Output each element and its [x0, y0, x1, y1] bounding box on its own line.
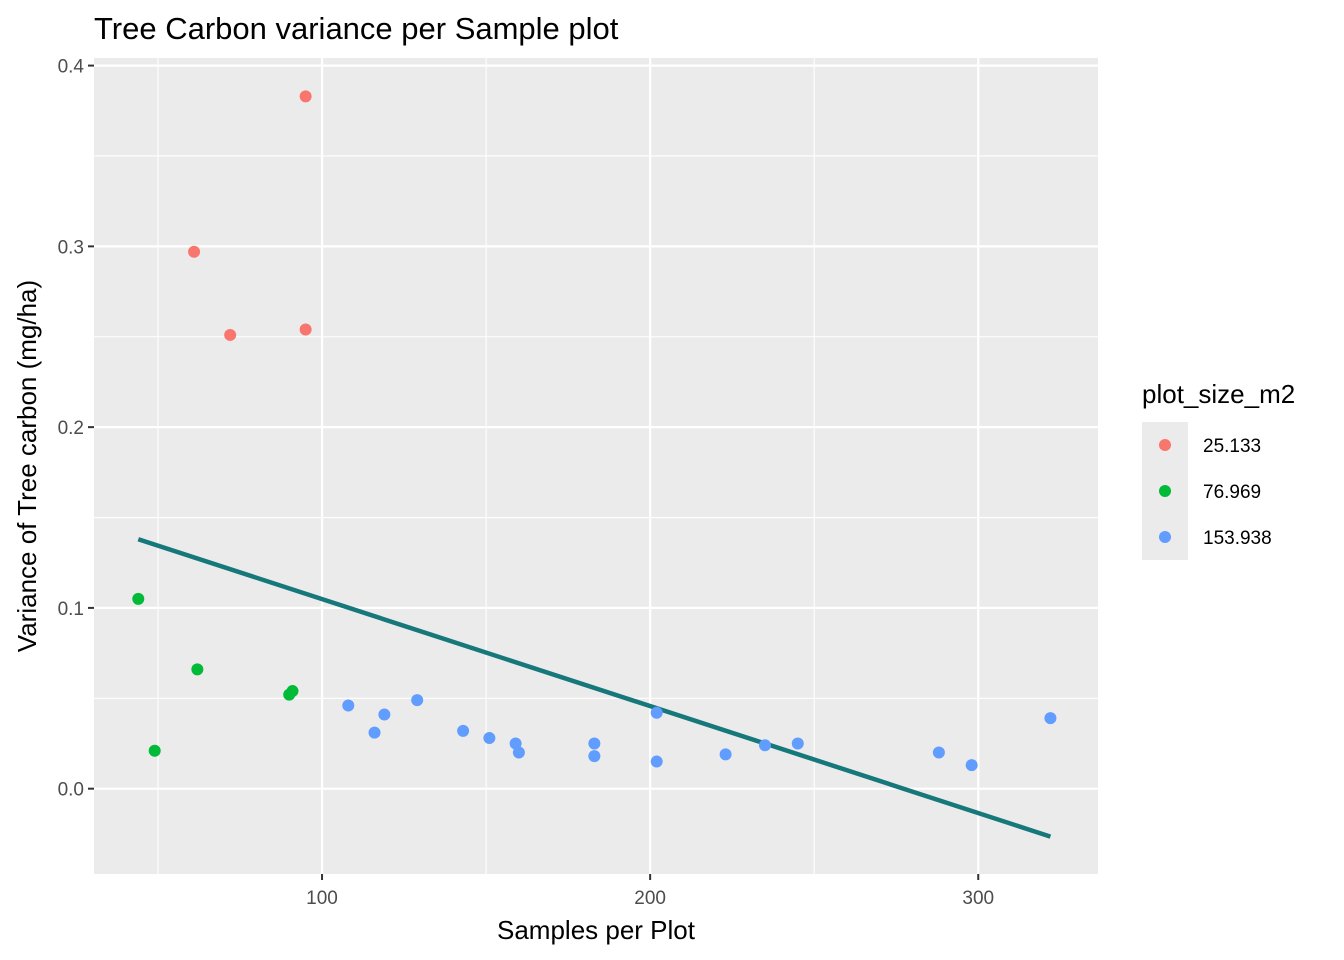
y-axis: 0.0 0.1 0.2 0.3 0.4 — [58, 57, 94, 801]
data-point — [224, 328, 237, 341]
y-tick-label: 0.3 — [58, 237, 84, 258]
y-tick-label: 0.4 — [58, 57, 85, 78]
legend-key-swatch — [1159, 531, 1171, 543]
data-point — [932, 746, 945, 759]
data-point — [758, 739, 771, 752]
x-tick-label: 300 — [962, 888, 994, 909]
y-tick-label: 0.0 — [58, 780, 84, 801]
data-point — [342, 699, 355, 712]
legend-item-label: 25.133 — [1203, 436, 1261, 457]
data-point — [1044, 712, 1057, 725]
legend-keys: 25.133 76.969 153.938 — [1142, 422, 1272, 560]
legend-item-label: 153.938 — [1203, 528, 1272, 549]
legend-key-swatch — [1159, 485, 1171, 497]
data-point — [286, 685, 299, 698]
data-point — [588, 750, 601, 763]
x-axis-title: Samples per Plot — [497, 915, 696, 945]
major-gridlines — [94, 58, 1098, 874]
data-point — [188, 245, 201, 258]
y-axis-title: Variance of Tree carbon (mg/ha) — [12, 280, 42, 652]
data-point — [509, 737, 522, 750]
data-point — [411, 694, 424, 707]
y-tick-label: 0.1 — [58, 599, 84, 620]
legend-item-label: 76.969 — [1203, 482, 1261, 503]
points-layer — [132, 90, 1057, 772]
data-point — [650, 706, 663, 719]
data-point — [588, 737, 601, 750]
x-tick-label: 100 — [306, 888, 338, 909]
y-tick-label: 0.2 — [58, 418, 84, 439]
minor-gridlines — [94, 58, 1098, 874]
data-point — [719, 748, 732, 761]
data-point — [299, 90, 312, 103]
data-point — [368, 726, 381, 739]
legend: plot_size_m2 25.133 76.969 153.938 — [1142, 379, 1295, 560]
data-point — [457, 724, 470, 737]
legend-title: plot_size_m2 — [1142, 379, 1295, 409]
data-point — [299, 323, 312, 336]
x-tick-label: 200 — [634, 888, 666, 909]
chart-title: Tree Carbon variance per Sample plot — [94, 11, 619, 46]
trend-line — [137, 537, 1052, 839]
data-point — [378, 708, 391, 721]
x-axis: 100 200 300 — [306, 874, 994, 909]
data-point — [791, 737, 804, 750]
data-point — [965, 759, 978, 772]
data-point — [132, 592, 145, 605]
data-point — [191, 663, 204, 676]
data-point — [148, 744, 161, 757]
data-point — [483, 732, 496, 745]
trend-layer — [137, 537, 1052, 839]
data-point — [650, 755, 663, 768]
data-point — [512, 746, 525, 759]
legend-key-swatch — [1159, 439, 1171, 451]
